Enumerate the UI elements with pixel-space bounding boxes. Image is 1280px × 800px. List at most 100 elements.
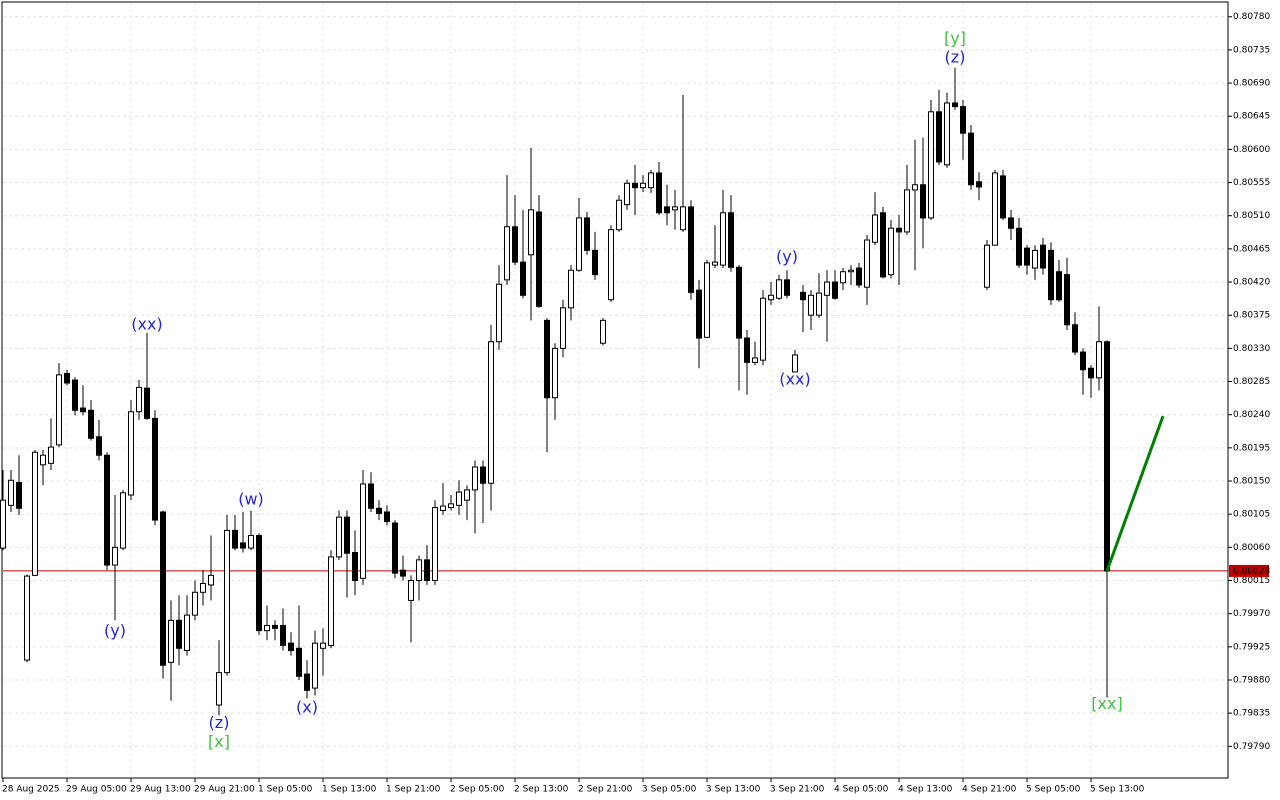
y-tick-label: 0.80555 <box>1233 178 1270 188</box>
candle-body <box>664 206 670 214</box>
wave-label: (x) <box>296 697 318 716</box>
wave-label: (y) <box>104 621 126 640</box>
candle-body <box>840 271 846 284</box>
candle-body <box>480 466 486 484</box>
candle-body <box>632 182 638 189</box>
candle-body <box>88 409 94 439</box>
wave-label: (xx) <box>131 314 162 333</box>
y-tick-label: 0.80150 <box>1233 477 1270 487</box>
candle-body <box>744 337 750 363</box>
candle-body <box>880 212 886 278</box>
candle-body <box>104 454 110 566</box>
candle-body <box>472 466 478 491</box>
y-tick-label: 0.80510 <box>1233 211 1270 221</box>
candle-body <box>680 206 686 231</box>
candle-body <box>600 319 606 344</box>
candle-body <box>816 292 822 316</box>
candle-body <box>504 226 510 281</box>
candle-body <box>968 132 974 186</box>
candle-body <box>160 511 166 666</box>
candle-body <box>32 451 38 576</box>
y-tick-label: 0.80645 <box>1233 112 1270 122</box>
x-tick-label: 1 Sep 13:00 <box>322 785 377 795</box>
candle-body <box>560 307 566 349</box>
candle-body <box>1032 249 1038 269</box>
candle-body <box>640 182 646 189</box>
candle-body <box>8 479 14 506</box>
candle-body <box>672 206 678 211</box>
candle-body <box>1064 274 1070 326</box>
wave-label: [xx] <box>1091 694 1122 713</box>
candle-body <box>40 454 46 466</box>
candle-body <box>936 111 942 163</box>
y-tick-label: 0.80780 <box>1233 12 1270 22</box>
candle-body <box>648 172 654 189</box>
candle-body <box>224 529 230 674</box>
candle-body <box>368 483 374 509</box>
candle-body <box>424 559 430 581</box>
candle-body <box>728 212 734 268</box>
candle-body <box>488 341 494 484</box>
candle-body <box>768 294 774 301</box>
candle-body <box>784 279 790 296</box>
projection-line <box>1105 415 1165 572</box>
y-tick-label: 0.79790 <box>1233 742 1270 752</box>
candle-body <box>72 379 78 411</box>
candle-body <box>336 516 342 558</box>
candle-body <box>168 619 174 663</box>
candle-body <box>944 102 950 166</box>
candle-body <box>200 582 206 593</box>
candle-body <box>1040 244 1046 269</box>
candle-body <box>544 319 550 399</box>
candle-body <box>928 111 934 219</box>
candle-body <box>232 529 238 549</box>
candle-body <box>320 642 326 649</box>
candle-body <box>432 507 438 581</box>
candle-body <box>864 239 870 288</box>
candle-body <box>80 407 86 413</box>
candle-body <box>904 189 910 233</box>
candle-body <box>1000 175 1006 219</box>
candle-body <box>192 591 198 616</box>
y-tick-label: 0.79925 <box>1233 642 1270 652</box>
candle-body <box>688 206 694 293</box>
candle-body <box>584 217 590 251</box>
candle-body <box>392 522 398 574</box>
y-tick-label: 0.80015 <box>1233 576 1270 586</box>
candle-body <box>552 347 558 399</box>
candle-body <box>304 673 310 691</box>
candle-body <box>112 546 118 566</box>
candle-body <box>856 267 862 286</box>
price-label: 0.80028 <box>1233 566 1270 576</box>
x-tick-label: 29 Aug 21:00 <box>194 785 255 795</box>
candle-body <box>960 106 966 134</box>
x-tick-label: 4 Sep 13:00 <box>898 785 953 795</box>
candle-body <box>312 642 318 689</box>
candle-body <box>760 297 766 361</box>
candle-body <box>992 172 998 246</box>
y-tick-label: 0.80285 <box>1233 377 1270 387</box>
candle-body <box>792 354 798 373</box>
candle-body <box>872 214 878 243</box>
candle-body <box>848 269 854 273</box>
candle-body <box>736 266 742 339</box>
y-tick-label: 0.80105 <box>1233 510 1270 520</box>
candle-body <box>696 289 702 339</box>
candle-body <box>808 294 814 316</box>
candle-body <box>896 227 902 233</box>
candle-body <box>536 211 542 307</box>
candle-body <box>120 492 126 549</box>
candle-body <box>216 672 222 706</box>
candle-body <box>832 281 838 299</box>
y-tick-label: 0.80240 <box>1233 410 1270 420</box>
candle-body <box>1056 271 1062 301</box>
candle-body <box>888 227 894 276</box>
x-tick-label: 3 Sep 21:00 <box>770 785 825 795</box>
candle-body <box>16 481 22 509</box>
candle-body <box>128 411 134 496</box>
candle-body <box>64 372 70 384</box>
candle-body <box>1016 227 1022 266</box>
candle-body <box>56 374 62 446</box>
